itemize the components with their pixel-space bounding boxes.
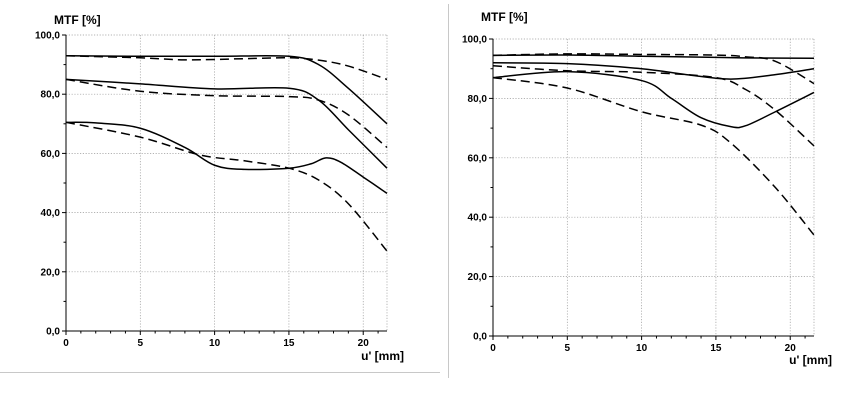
series-line-mid-frequency-sagittal <box>65 78 388 169</box>
y-axis-title: MTF [%] <box>481 10 528 24</box>
x-tick-label: 10 <box>209 338 221 349</box>
y-tick-label: 20,0 <box>41 267 61 278</box>
y-tick-label: 0,0 <box>46 327 60 338</box>
chart-2: 0,0 20,0 40,0 60,0 80,0 100,0 0 5 10 15 20 MTF [%] u… <box>462 10 832 367</box>
y-tick-label: 80,0 <box>41 90 61 101</box>
x-tick-label: 0 <box>490 343 496 354</box>
x-axis-title: u' [mm] <box>789 353 832 367</box>
y-tick-label: 100,0 <box>462 35 487 46</box>
y-tick-label: 60,0 <box>41 149 61 160</box>
series-line-low-frequency-sagittal <box>65 121 388 194</box>
series-line-mid-frequency-sagittal <box>492 62 815 80</box>
x-tick-label: 15 <box>283 338 295 349</box>
y-tick-label: 0,0 <box>473 332 487 343</box>
series-line-low-frequency-meridional <box>492 76 815 236</box>
x-tick-label: 20 <box>785 343 797 354</box>
series-line-high-frequency-sagittal <box>65 54 388 125</box>
y-tick-label: 80,0 <box>468 94 488 105</box>
x-tick-label: 5 <box>138 338 144 349</box>
series-line-low-frequency-meridional <box>65 121 388 252</box>
y-tick-label: 100,0 <box>35 31 60 42</box>
series-line-mid-frequency-meridional <box>492 64 815 147</box>
x-tick-label: 5 <box>565 343 571 354</box>
series-line-high-frequency-meridional <box>492 53 815 85</box>
chart-1: 0,0 20,0 40,0 60,0 80,0 100,0 0 5 10 15 20 MTF [%] u… <box>35 13 404 363</box>
x-tick-label: 10 <box>636 343 648 354</box>
y-tick-label: 40,0 <box>41 208 61 219</box>
y-axis-title: MTF [%] <box>54 13 101 27</box>
y-tick-label: 40,0 <box>468 213 488 224</box>
y-tick-label: 60,0 <box>468 153 488 164</box>
series-line-mid-frequency-meridional <box>65 78 388 149</box>
x-tick-label: 15 <box>710 343 722 354</box>
x-axis-title: u' [mm] <box>361 349 404 363</box>
series-line-low-frequency-sagittal <box>492 70 815 129</box>
y-tick-label: 20,0 <box>468 272 488 283</box>
x-tick-label: 0 <box>63 338 69 349</box>
series-line-high-frequency-meridional <box>65 54 388 81</box>
x-tick-label: 20 <box>358 338 370 349</box>
